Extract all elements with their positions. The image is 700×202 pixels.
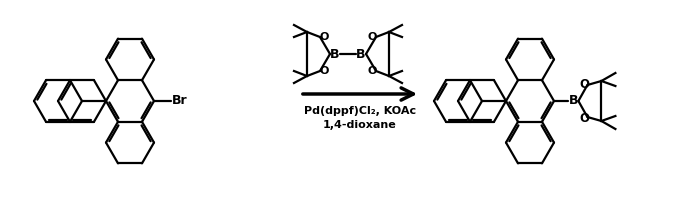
Text: B: B <box>330 47 340 61</box>
Text: O: O <box>580 112 589 124</box>
Text: Br: Br <box>172 95 188 107</box>
Text: B: B <box>356 47 365 61</box>
Text: B: B <box>568 95 578 107</box>
Text: O: O <box>368 32 377 42</box>
Text: O: O <box>319 32 329 42</box>
Text: Pd(dppf)Cl₂, KOAc: Pd(dppf)Cl₂, KOAc <box>304 106 416 116</box>
Text: 1,4-dioxane: 1,4-dioxane <box>323 120 397 130</box>
Text: O: O <box>580 78 589 90</box>
Text: O: O <box>368 66 377 76</box>
Text: O: O <box>319 66 329 76</box>
